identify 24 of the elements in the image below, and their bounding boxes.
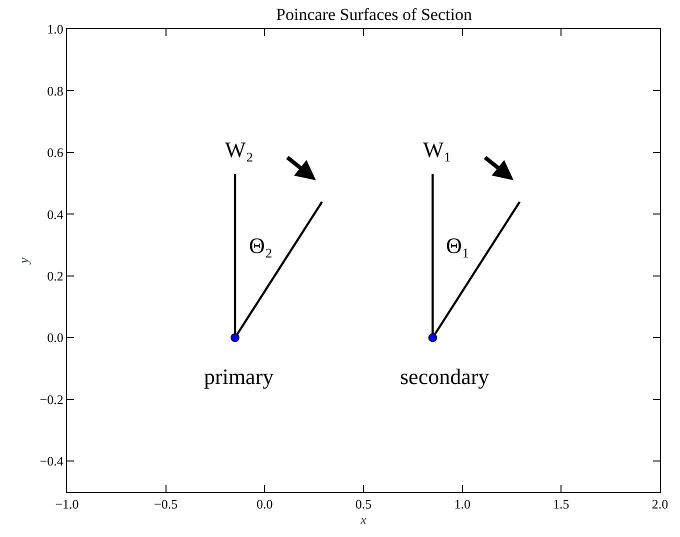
x-tick-label: 0.5	[355, 496, 372, 512]
y-tick-label: 0.8	[47, 83, 64, 98]
annotation: W₁	[423, 137, 452, 162]
y-tick-label: 1.0	[47, 22, 64, 37]
annotation: Θ₂	[249, 233, 273, 258]
x-tick-label: −1.0	[55, 496, 79, 512]
y-tick-label: 0.2	[47, 268, 64, 284]
x-tick-label: 1.5	[553, 496, 570, 512]
x-tick-label: 0.0	[256, 496, 273, 512]
annotation: secondary	[400, 364, 490, 389]
annotation: primary	[204, 364, 274, 389]
x-tick-label: 1.0	[454, 496, 470, 512]
annotation: Θ₁	[446, 233, 470, 258]
annotation: W₂	[225, 137, 254, 162]
y-tick-label: 0.4	[47, 206, 64, 222]
x-axis-title: x	[360, 512, 367, 528]
y-tick-label: −0.2	[40, 392, 64, 407]
y-tick-label: 0.6	[47, 145, 64, 160]
x-tick-label: 2.0	[652, 496, 668, 512]
y-tick-label: 0.0	[47, 330, 64, 346]
y-tick-label: −0.4	[40, 454, 64, 469]
chart-title: Poincare Surfaces of Section	[276, 4, 472, 24]
y-axis-title: y	[16, 257, 31, 266]
x-tick-label: −0.5	[154, 496, 178, 512]
